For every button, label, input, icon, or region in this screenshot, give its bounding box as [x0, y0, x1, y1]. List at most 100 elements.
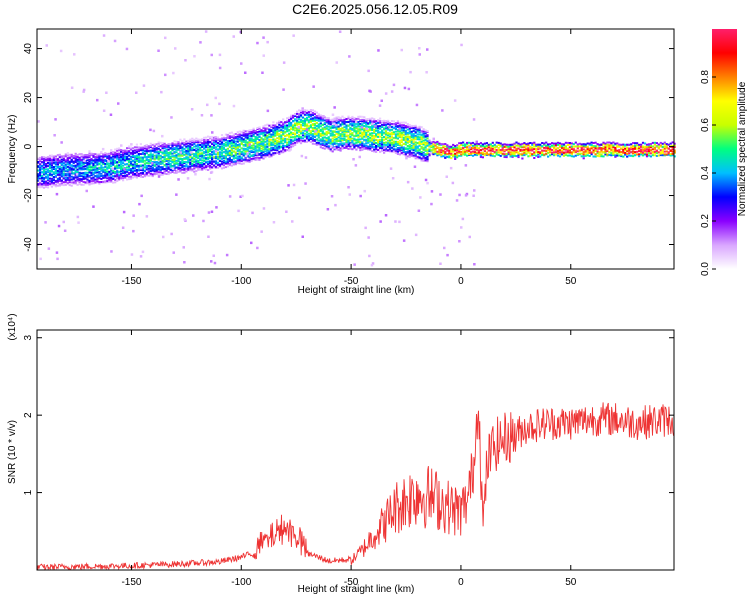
- spectrogram-cell: [126, 159, 129, 162]
- spectrogram-cell: [426, 130, 429, 132]
- spectrogram-cell: [129, 168, 133, 171]
- spectrogram-cell: [214, 153, 218, 156]
- spectrogram-cell: [351, 127, 354, 130]
- spectrogram-cell: [545, 147, 548, 150]
- spectrogram-cell: [420, 130, 423, 133]
- spectrogram-cell: [357, 122, 360, 125]
- spectrogram-cell: [608, 154, 611, 156]
- spectrogram-cell: [46, 182, 50, 185]
- spectrogram-cell: [645, 145, 649, 148]
- spectrogram-speckle: [331, 113, 335, 116]
- spectrogram-cell: [299, 127, 303, 130]
- spectrogram-cell: [325, 142, 328, 145]
- spectrogram-cell: [139, 175, 142, 178]
- spectrogram-cell: [375, 134, 378, 137]
- spectrogram-cell: [258, 142, 261, 145]
- spectrogram-cell: [159, 157, 162, 160]
- spectrogram-cell: [262, 126, 265, 129]
- spectrogram-cell: [187, 158, 190, 161]
- spectrogram-cell: [367, 133, 370, 136]
- spectrogram-cell: [390, 136, 394, 139]
- spectrogram-cell: [614, 155, 617, 158]
- spectrogram-cell: [618, 149, 621, 152]
- spectrogram-cell: [230, 139, 233, 142]
- spectrogram-cell: [513, 153, 516, 155]
- spectrogram-cell: [339, 116, 342, 119]
- spectrogram-cell: [497, 141, 500, 144]
- spectrogram-cell: [238, 135, 241, 138]
- spectrogram-cell: [48, 180, 52, 183]
- spectrogram-cell: [74, 171, 77, 174]
- spectrogram-cell: [262, 145, 265, 148]
- spectrogram-cell: [493, 148, 496, 151]
- spectrogram-cell: [499, 144, 502, 147]
- spectrogram-cell: [104, 153, 107, 156]
- spectrogram-cell: [323, 143, 326, 146]
- spectrogram-cell: [212, 139, 216, 142]
- spectrogram-cell: [392, 132, 395, 135]
- spectrogram-cell: [252, 135, 255, 138]
- spectrogram-cell: [341, 121, 344, 124]
- spectrogram-cell: [345, 140, 348, 143]
- spectrogram-cell: [339, 127, 342, 130]
- spectrogram-cell: [62, 173, 65, 175]
- spectrogram-cell: [347, 121, 350, 123]
- spectrogram-cell: [157, 157, 160, 160]
- spectrogram-cell: [201, 138, 204, 141]
- spectrogram-speckle: [443, 246, 446, 250]
- spectrogram-cell: [214, 165, 218, 168]
- spectrogram-cell: [64, 160, 67, 163]
- spectrogram-cell: [114, 172, 117, 175]
- spectrogram-cell: [641, 145, 645, 148]
- spectrogram-cell: [628, 143, 631, 146]
- spectrogram-cell: [238, 148, 241, 151]
- spectrogram-cell: [90, 165, 93, 168]
- spectrogram-cell: [284, 127, 287, 130]
- spectrogram-cell: [92, 176, 95, 179]
- spectrogram-cell: [325, 121, 328, 124]
- spectrogram-cell: [319, 116, 322, 119]
- spectrogram-cell: [80, 155, 83, 158]
- spectrogram-cell: [94, 156, 97, 158]
- spectrogram-cell: [286, 143, 289, 146]
- spectrogram-cell: [390, 120, 394, 122]
- spectrogram-cell: [114, 175, 117, 178]
- spectrogram-cell: [365, 131, 368, 134]
- spectrogram-cell: [82, 165, 85, 168]
- spectrogram-cell: [381, 123, 384, 126]
- spectrogram-cell: [424, 143, 427, 146]
- spectrogram-cell: [673, 142, 676, 145]
- spectrogram-speckle: [139, 255, 143, 258]
- spectrogram-cell: [205, 158, 208, 161]
- spectrogram-cell: [224, 148, 227, 151]
- spectrogram-cell: [606, 153, 609, 156]
- spectrogram-cell: [643, 149, 647, 152]
- spectrogram-cell: [260, 152, 263, 155]
- spectrogram-speckle: [407, 87, 411, 91]
- x-tick-label: -50: [344, 276, 359, 287]
- y-tick-label: -40: [23, 237, 34, 252]
- spectrogram-cell: [94, 171, 97, 174]
- spectrogram-cell: [288, 134, 291, 137]
- spectrogram-cell: [337, 144, 340, 147]
- spectrogram-cell: [236, 147, 239, 150]
- snr-series-line: [36, 402, 675, 571]
- spectrogram-speckle: [364, 226, 367, 230]
- spectrogram-cell: [84, 173, 87, 176]
- spectrogram-cell: [388, 142, 392, 145]
- spectrogram-cell: [298, 112, 301, 115]
- spectrogram-cell: [485, 151, 488, 154]
- spectrogram-cell: [272, 121, 275, 124]
- spectrogram-cell: [163, 168, 166, 171]
- spectrogram-cell: [384, 126, 388, 129]
- spectrogram-cell: [580, 147, 583, 150]
- spectrogram-cell: [106, 163, 109, 166]
- spectrogram-cell: [232, 135, 235, 137]
- spectrogram-cell: [398, 139, 401, 142]
- spectrogram-cell: [66, 161, 69, 164]
- spectrogram-cell: [649, 152, 652, 155]
- spectrogram-cell: [96, 163, 99, 166]
- spectrogram-y-label: Frequency (Hz): [7, 115, 18, 184]
- spectrogram-cell: [551, 151, 554, 154]
- spectrogram-cell: [651, 141, 654, 144]
